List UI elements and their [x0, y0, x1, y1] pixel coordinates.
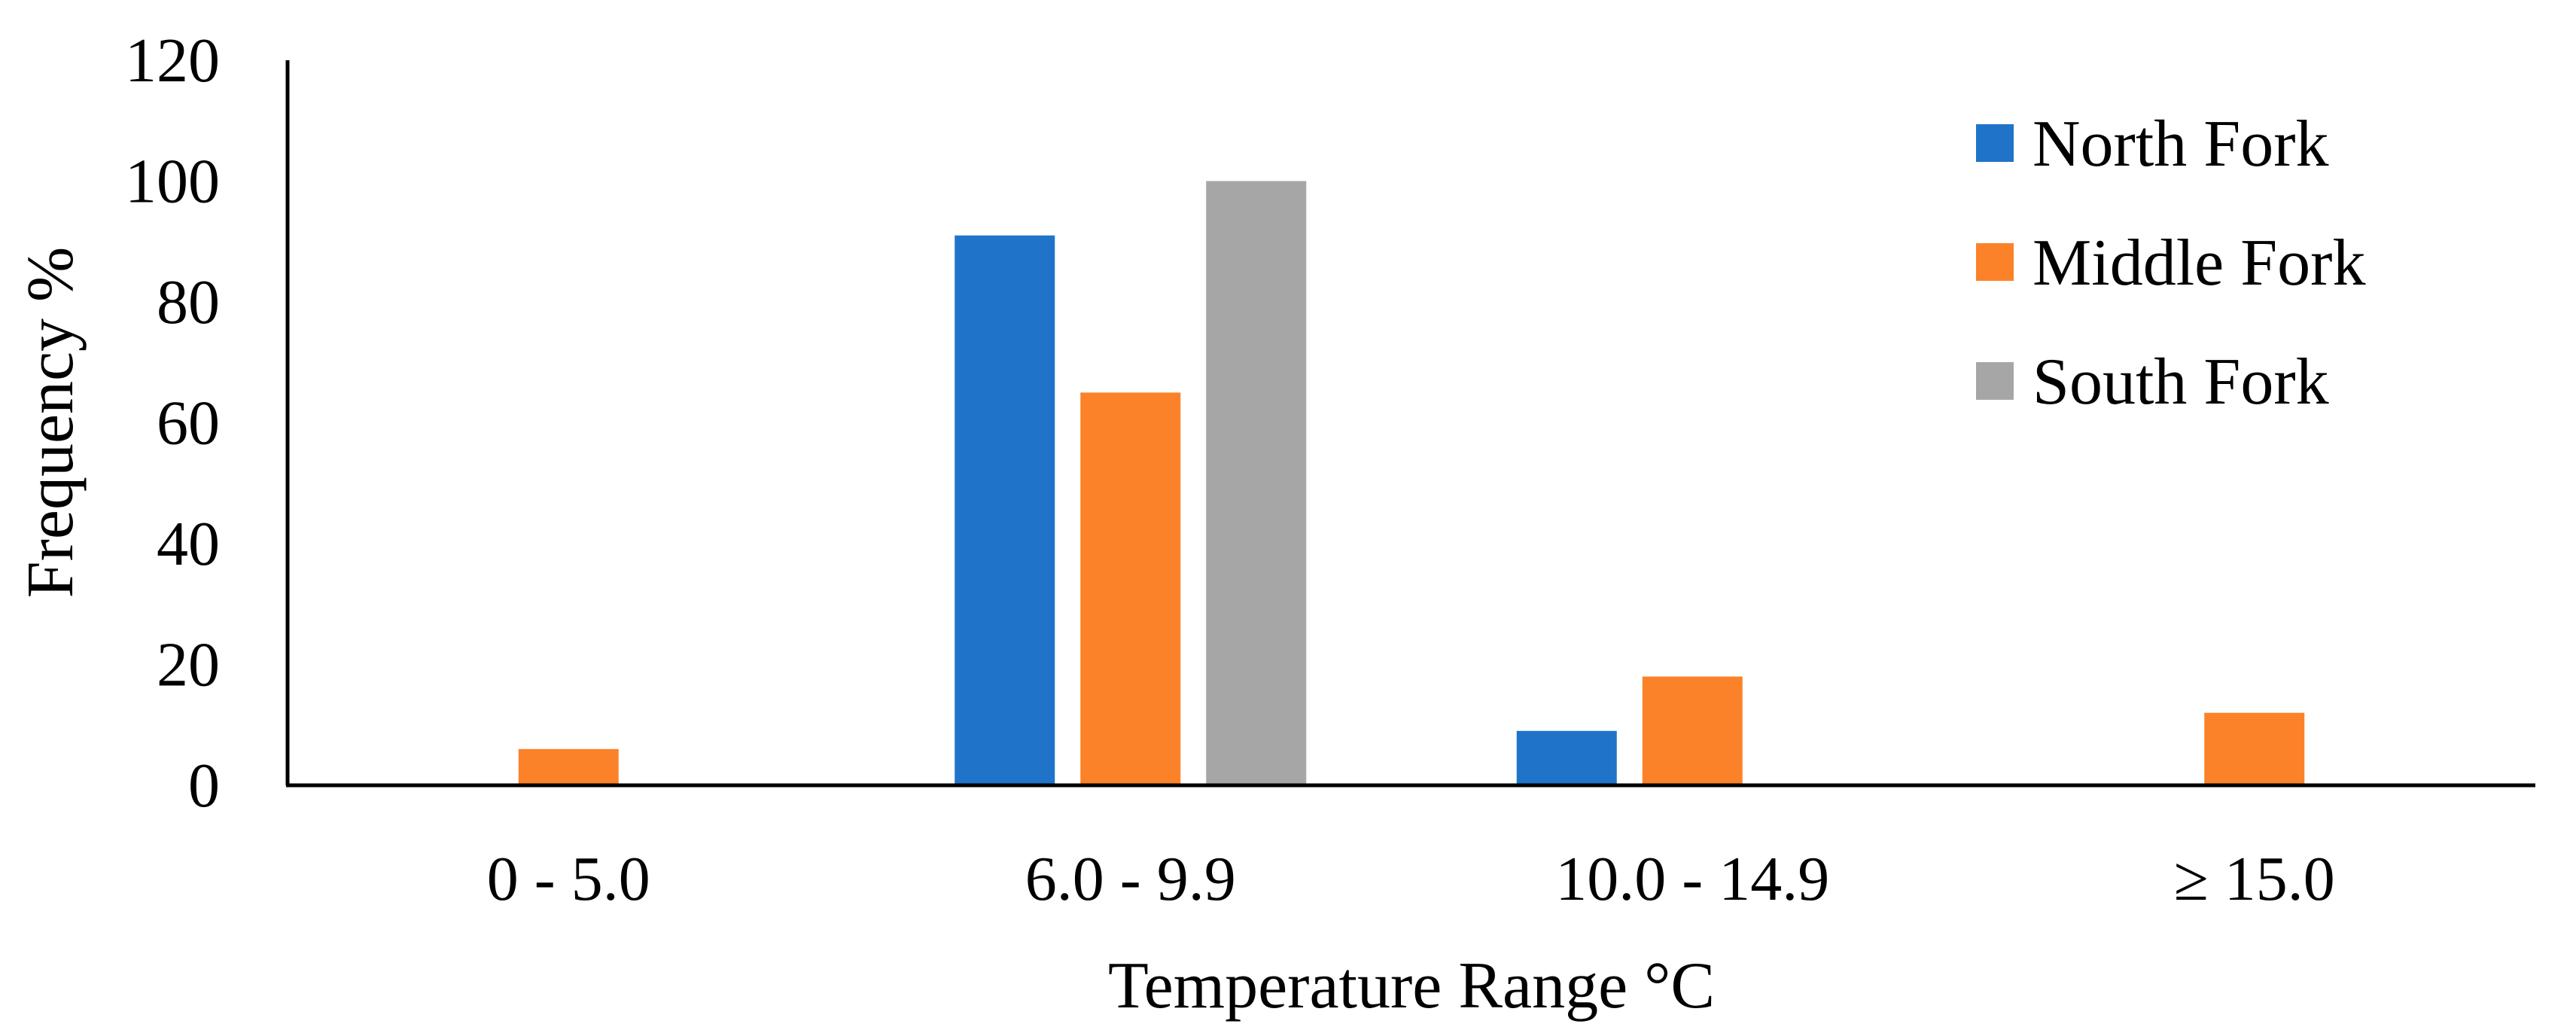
- bar-middle-fork-3: [2204, 712, 2305, 785]
- legend-label: North Fork: [2032, 108, 2329, 181]
- plot-bars: [518, 181, 2305, 786]
- x-tick-label: ≥ 15.0: [2174, 844, 2335, 914]
- y-tick-label: 100: [125, 147, 220, 217]
- bar-north-fork-2: [1516, 730, 1617, 785]
- y-tick-label: 0: [188, 751, 220, 821]
- legend-label: Middle Fork: [2032, 227, 2365, 300]
- y-tick-label: 20: [157, 630, 220, 700]
- x-axis-ticks: 0 - 5.0 6.0 - 9.9 10.0 - 14.9 ≥ 15.0: [487, 844, 2335, 914]
- y-tick-label: 80: [157, 267, 220, 337]
- legend: North Fork Middle Fork South Fork: [1976, 108, 2365, 419]
- legend-label: South Fork: [2032, 346, 2329, 419]
- y-axis-title: Frequency %: [14, 247, 87, 599]
- legend-swatch-middle-fork: [1976, 243, 2014, 281]
- y-tick-label: 40: [157, 509, 220, 579]
- bar-middle-fork-0: [518, 748, 619, 785]
- bar-middle-fork-1: [1080, 392, 1181, 785]
- y-tick-label: 120: [125, 26, 220, 96]
- x-tick-label: 10.0 - 14.9: [1555, 844, 1829, 914]
- bar-middle-fork-2: [1642, 676, 1743, 785]
- x-tick-label: 6.0 - 9.9: [1025, 844, 1236, 914]
- x-axis-title: Temperature Range °C: [1108, 949, 1715, 1022]
- bar-north-fork-1: [955, 235, 1055, 786]
- y-axis-ticks: 0 20 40 60 80 100 120: [125, 26, 220, 821]
- legend-swatch-south-fork: [1976, 362, 2014, 400]
- legend-swatch-north-fork: [1976, 124, 2014, 162]
- bar-south-fork-1: [1206, 181, 1307, 785]
- y-tick-label: 60: [157, 389, 220, 459]
- x-tick-label: 0 - 5.0: [487, 844, 650, 914]
